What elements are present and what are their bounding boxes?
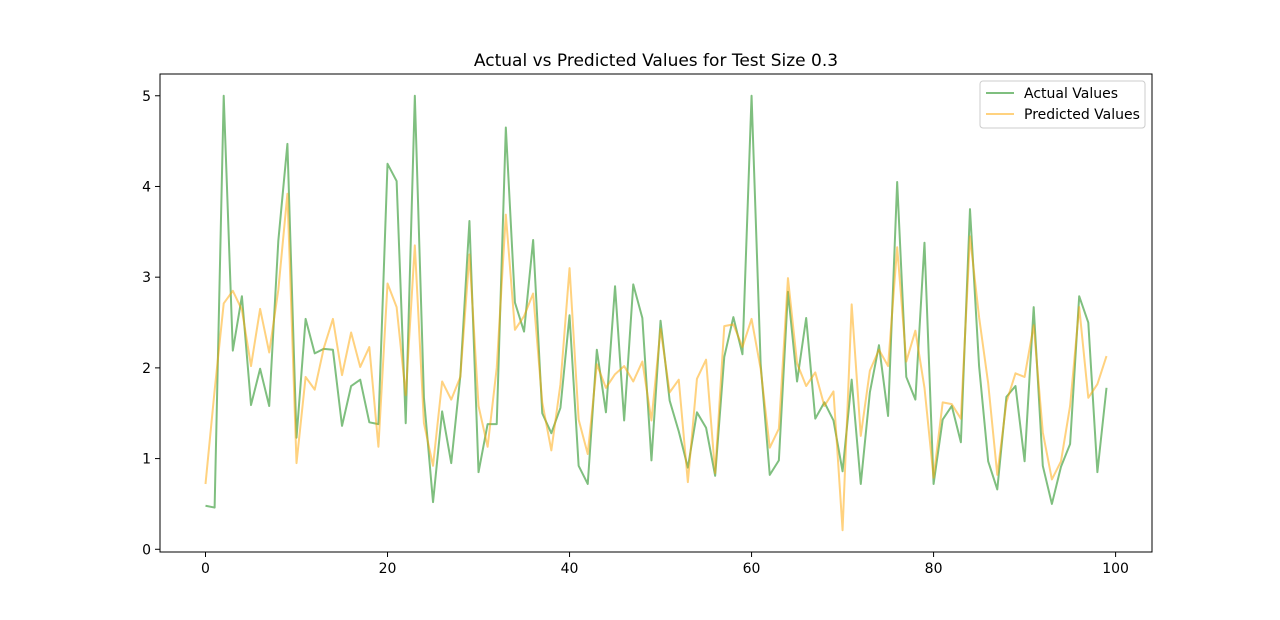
series-line-actual <box>205 94 1108 509</box>
y-tick-label: 4 <box>142 179 151 195</box>
plot-area <box>204 94 1108 532</box>
x-axis: 0 20 40 60 80 100 <box>201 552 1129 577</box>
y-tick-label: 1 <box>142 452 151 468</box>
plot-frame <box>159 73 1153 553</box>
x-tick-label: 0 <box>201 561 210 577</box>
legend-box <box>979 80 1146 129</box>
series-line-predicted <box>204 192 1108 532</box>
x-tick-label: 60 <box>743 561 761 577</box>
legend: Actual Values Predicted Values <box>979 80 1146 129</box>
y-tick-label: 5 <box>142 89 151 105</box>
legend-label-actual: Actual Values <box>1024 86 1118 102</box>
y-tick-label: 0 <box>142 542 151 558</box>
y-tick-label: 3 <box>142 270 151 286</box>
chart-title: Actual vs Predicted Values for Test Size… <box>474 51 838 71</box>
x-tick-label: 20 <box>379 561 397 577</box>
y-tick-label: 2 <box>142 361 151 377</box>
x-tick-label: 80 <box>925 561 943 577</box>
x-tick-label: 40 <box>561 561 579 577</box>
legend-label-predicted: Predicted Values <box>1024 107 1140 123</box>
x-tick-label: 100 <box>1102 561 1129 577</box>
y-axis: 0 1 2 3 4 5 <box>142 89 160 558</box>
